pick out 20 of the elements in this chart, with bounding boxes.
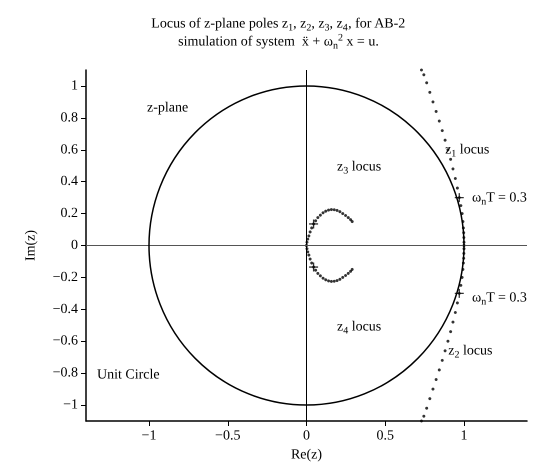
- y-tick-label: −1: [63, 398, 78, 413]
- y-tick-label: 0.2: [60, 206, 78, 222]
- y-tick-label: 0.8: [60, 110, 78, 126]
- x-axis-title: Re(z): [290, 447, 322, 462]
- x-tick-label: 0: [303, 428, 310, 444]
- y-tick-label: 0.4: [60, 174, 78, 190]
- y-tick-label: −0.2: [52, 270, 78, 285]
- x-tick-label: 0.5: [376, 428, 394, 444]
- x-tick-label: 1: [460, 428, 468, 444]
- y-axis-title: Im(z): [24, 230, 38, 262]
- y-tick-label: 0.6: [60, 142, 78, 158]
- y-tick-label: 1: [71, 78, 78, 94]
- y-tick-label: −0.8: [52, 366, 78, 381]
- y-tick-label: −0.4: [52, 302, 78, 317]
- y-tick-label: 0: [71, 238, 78, 253]
- y-tick-label: −0.6: [52, 334, 78, 349]
- annotation: Unit Circle: [97, 368, 160, 382]
- x-tick-label: −0.5: [215, 428, 240, 444]
- annotation: z-plane: [147, 100, 188, 116]
- x-tick-label: −1: [142, 428, 156, 444]
